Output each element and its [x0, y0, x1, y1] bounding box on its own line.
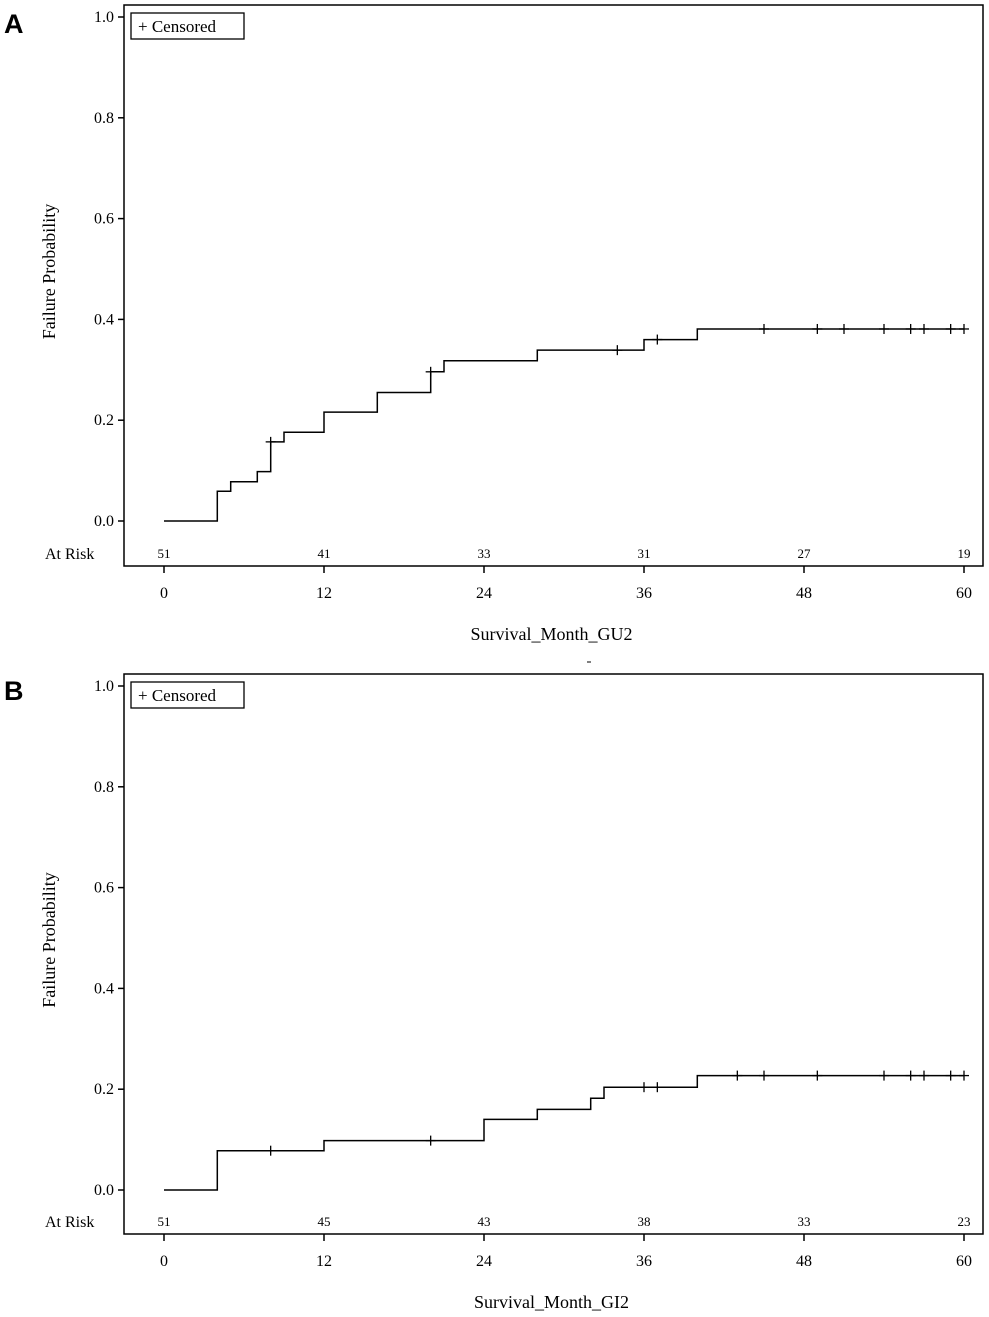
x-tick-label: 12	[316, 585, 332, 602]
y-tick-label: 0.8	[94, 110, 114, 127]
panel-letter: B	[4, 676, 24, 706]
at-risk-count: 45	[318, 1214, 331, 1229]
x-tick-label: 24	[476, 1253, 492, 1270]
failure-curve	[164, 1074, 964, 1191]
at-risk-label: At Risk	[45, 1214, 94, 1231]
y-tick-label: 0.2	[94, 412, 114, 429]
censor-mark	[812, 323, 823, 334]
x-tick-label: 48	[796, 585, 812, 602]
plot-frame	[123, 4, 984, 567]
at-risk-count: 27	[798, 546, 812, 561]
x-axis-title: Survival_Month_GI2	[474, 1292, 629, 1312]
censor-mark	[905, 323, 916, 334]
x-tick-label: 36	[636, 585, 652, 602]
x-tick-label: 60	[956, 585, 972, 602]
censor-mark	[945, 323, 956, 334]
chart-panel-a: A 0.0 0.2 0.4 0.6 0.8 1.0 0 12 24 36 48 60 Survival_M…	[4, 4, 984, 644]
censor-mark	[905, 1070, 916, 1081]
at-risk-count: 33	[798, 1214, 811, 1229]
y-tick-label: 0.6	[94, 880, 114, 897]
y-tick-label: 0.2	[94, 1081, 114, 1098]
censor-mark	[652, 334, 663, 345]
legend-box	[130, 681, 245, 709]
censor-mark	[759, 323, 769, 334]
censor-mark	[639, 1082, 649, 1093]
censor-mark	[265, 1145, 276, 1156]
at-risk-count: 41	[318, 546, 331, 561]
x-tick-label: 48	[796, 1253, 812, 1270]
at-risk-count: 33	[478, 546, 491, 561]
x-tick-label: 12	[316, 1253, 332, 1270]
x-tick-label: 36	[636, 1253, 652, 1270]
x-axis-title: Survival_Month_GU2	[471, 624, 633, 644]
failure-curve	[164, 328, 964, 522]
censor-mark	[919, 323, 929, 334]
x-tick-label: 0	[160, 1253, 168, 1270]
y-tick-label: 1.0	[94, 9, 114, 26]
y-tick-label: 0.0	[94, 1182, 114, 1199]
at-risk-count: 43	[478, 1214, 491, 1229]
plot-frame	[123, 673, 984, 1235]
censor-mark	[732, 1070, 743, 1081]
censor-mark	[959, 1070, 969, 1081]
x-tick-label: 0	[160, 585, 168, 602]
at-risk-count: 31	[638, 546, 651, 561]
censor-mark	[959, 323, 969, 334]
y-tick-label: 0.4	[94, 311, 114, 328]
censor-mark	[879, 323, 889, 334]
censor-mark	[425, 366, 436, 377]
censor-mark	[945, 1070, 956, 1081]
at-risk-count: 38	[638, 1214, 651, 1229]
legend-label: + Censored	[138, 686, 217, 705]
at-risk-count: 19	[958, 546, 971, 561]
y-axis-title: Failure Probability	[39, 872, 59, 1007]
legend-label: + Censored	[138, 17, 217, 36]
censor-mark	[652, 1082, 663, 1093]
chart-panel-b: B 0.0 0.2 0.4 0.6 0.8 1.0 0 12 24 36 48 60 Survival_M…	[4, 673, 984, 1312]
censor-mark	[425, 1135, 436, 1146]
legend-box	[130, 12, 245, 40]
at-risk-label: At Risk	[45, 546, 94, 563]
y-tick-label: 0.6	[94, 211, 114, 228]
y-tick-label: 0.0	[94, 513, 114, 530]
censor-mark	[839, 323, 849, 334]
panel-letter: A	[4, 9, 24, 39]
censor-mark	[612, 345, 623, 356]
legend: + Censored	[130, 12, 245, 40]
censor-mark	[265, 436, 276, 447]
at-risk-count: 51	[158, 1214, 171, 1229]
censor-mark	[879, 1070, 889, 1081]
censor-mark	[812, 1070, 823, 1081]
censor-mark	[759, 1070, 769, 1081]
legend: + Censored	[130, 681, 245, 709]
y-axis-title: Failure Probability	[39, 204, 59, 339]
y-tick-label: 0.4	[94, 980, 114, 997]
y-tick-label: 1.0	[94, 678, 114, 695]
at-risk-count: 51	[158, 546, 171, 561]
censor-mark	[919, 1070, 929, 1081]
x-tick-label: 24	[476, 585, 492, 602]
y-tick-label: 0.8	[94, 779, 114, 796]
x-tick-label: 60	[956, 1253, 972, 1270]
at-risk-count: 23	[958, 1214, 971, 1229]
